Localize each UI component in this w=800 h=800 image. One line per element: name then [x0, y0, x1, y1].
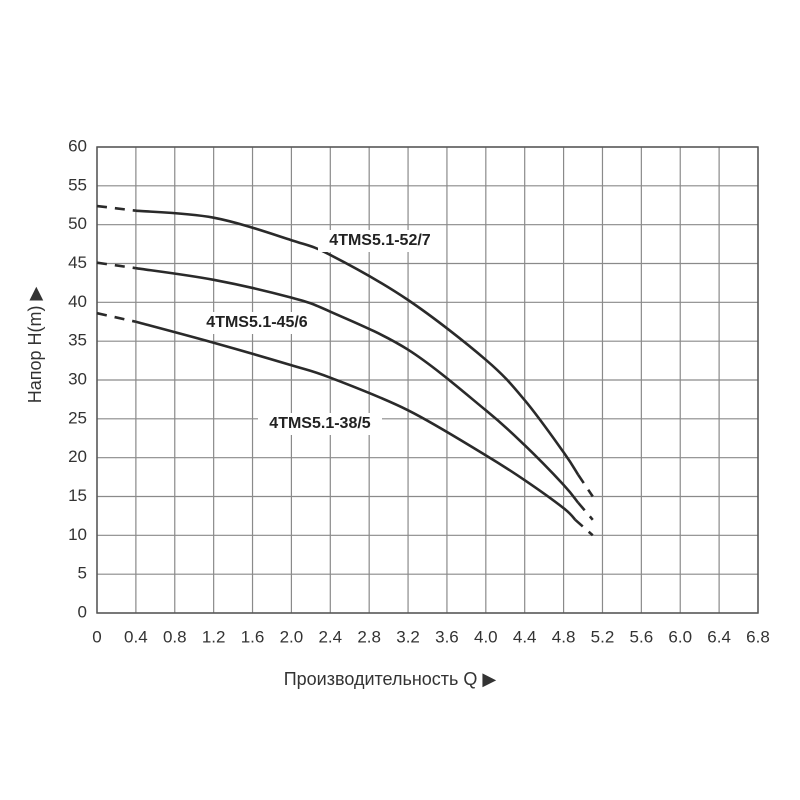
label-background: [258, 413, 382, 435]
x-tick-label: 5.2: [591, 627, 615, 646]
y-tick-label: 40: [68, 292, 87, 311]
y-tick-label: 15: [68, 486, 87, 505]
x-tick-label: 5.6: [630, 627, 654, 646]
y-tick-label: 60: [68, 136, 87, 155]
curve-extrapolation: [577, 474, 594, 498]
y-tick-label: 0: [78, 602, 87, 621]
x-tick-label: 1.2: [202, 627, 226, 646]
x-tick-label: 4.0: [474, 627, 498, 646]
y-tick-label: 50: [68, 214, 87, 233]
plot-border: [96, 146, 759, 614]
x-tick-label: 6.8: [746, 627, 770, 646]
curve-label: 4TMS5.1-45/6: [206, 314, 307, 331]
x-tick-label: 2.8: [357, 627, 381, 646]
label-background: [195, 312, 319, 334]
y-tick-label: 45: [68, 253, 87, 272]
curve-extrapolation: [96, 311, 137, 324]
y-tick-label: 5: [78, 564, 87, 583]
curve-extrapolation: [96, 204, 137, 212]
x-tick-label: 3.6: [435, 627, 459, 646]
x-tick-label: 1.6: [241, 627, 265, 646]
label-background: [318, 230, 442, 252]
curve: [135, 266, 580, 504]
y-tick-label: 25: [68, 408, 87, 427]
curve-label: 4TMS5.1-52/7: [329, 232, 430, 249]
curve-label: 4TMS5.1-38/5: [269, 415, 370, 432]
y-tick-label: 10: [68, 525, 87, 544]
x-tick-label: 4.8: [552, 627, 576, 646]
y-tick-label: 55: [68, 175, 87, 194]
x-tick-label: 6.0: [668, 627, 692, 646]
curve-extrapolation: [96, 261, 137, 270]
y-tick-label: 35: [68, 331, 87, 350]
curve-extrapolation: [577, 501, 594, 521]
x-tick-label: 0.4: [124, 627, 148, 646]
curve: [135, 209, 580, 476]
x-tick-label: 6.4: [707, 627, 731, 646]
y-tick-label: 30: [68, 369, 87, 388]
curve: [135, 320, 577, 521]
x-tick-label: 4.4: [513, 627, 537, 646]
x-tick-label: 0.8: [163, 627, 187, 646]
y-tick-label: 20: [68, 447, 87, 466]
x-tick-label: 0: [92, 627, 101, 646]
x-axis-label: Производительность Q ▶: [284, 669, 497, 689]
curve-extrapolation: [574, 518, 594, 537]
y-axis-label: Напор H(m) ▶: [25, 287, 45, 404]
x-tick-label: 3.2: [396, 627, 420, 646]
x-tick-label: 2.4: [318, 627, 342, 646]
x-tick-label: 2.0: [280, 627, 304, 646]
